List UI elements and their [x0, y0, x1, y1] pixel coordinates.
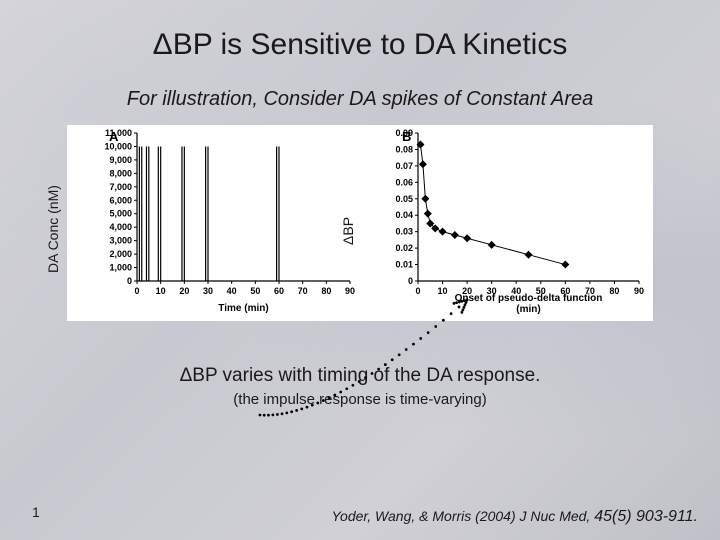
svg-text:Time (min): Time (min) — [218, 303, 268, 314]
caption-line-2: (the impulse response is time-varying) — [0, 391, 720, 408]
svg-text:0.05: 0.05 — [395, 194, 413, 204]
caption-line-1: ΔBP varies with timing of the DA respons… — [0, 365, 720, 387]
svg-text:50: 50 — [250, 286, 260, 296]
svg-text:0.06: 0.06 — [395, 177, 413, 187]
svg-text:7,000: 7,000 — [109, 182, 132, 192]
svg-text:10,000: 10,000 — [104, 141, 132, 151]
panel-b-plot: 0 0.01 0.02 0.03 0.04 0.05 0.06 0.07 0.08 0.09 0 10… — [360, 125, 653, 321]
page-title: ΔBP is Sensitive to DA Kinetics — [0, 0, 720, 62]
svg-text:5,000: 5,000 — [109, 209, 132, 219]
svg-text:9,000: 9,000 — [109, 155, 132, 165]
svg-text:70: 70 — [298, 286, 308, 296]
svg-text:0.04: 0.04 — [395, 210, 413, 220]
svg-text:4,000: 4,000 — [109, 222, 132, 232]
svg-text:40: 40 — [227, 286, 237, 296]
svg-text:0.08: 0.08 — [395, 144, 413, 154]
citation-ref: 45(5) 903-911. — [594, 508, 698, 525]
svg-text:11,000: 11,000 — [105, 128, 132, 138]
panel-a: A DA Conc (nM) 01,0002,0003,0004,0005,00… — [67, 125, 360, 321]
svg-text:0: 0 — [134, 286, 139, 296]
svg-text:(min): (min) — [516, 304, 540, 315]
slide-content: ΔBP is Sensitive to DA Kinetics For illu… — [0, 0, 720, 540]
subtitle: For illustration, Consider DA spikes of … — [0, 88, 720, 111]
svg-text:3,000: 3,000 — [109, 236, 132, 246]
svg-text:80: 80 — [609, 286, 619, 296]
panel-a-plot: 0 1,000 2,000 3,000 4,000 5,000 6,000 7,000 8,00… — [67, 125, 360, 321]
svg-text:0: 0 — [415, 286, 420, 296]
svg-text:1,000: 1,000 — [109, 263, 132, 273]
svg-text:20: 20 — [179, 286, 189, 296]
svg-text:0.01: 0.01 — [395, 260, 413, 270]
svg-text:10: 10 — [156, 286, 166, 296]
citation: Yoder, Wang, & Morris (2004) J Nuc Med, … — [331, 508, 698, 526]
svg-text:80: 80 — [321, 286, 331, 296]
svg-text:0.03: 0.03 — [395, 227, 413, 237]
chart-panel: A DA Conc (nM) 01,0002,0003,0004,0005,00… — [67, 125, 653, 321]
svg-text:2,000: 2,000 — [109, 249, 132, 259]
svg-text:6,000: 6,000 — [109, 195, 132, 205]
citation-text: Yoder, Wang, & Morris (2004) J Nuc Med, — [331, 508, 594, 524]
svg-text:0.09: 0.09 — [395, 128, 413, 138]
panel-b-ylabel: ΔBP — [340, 185, 356, 245]
svg-text:10: 10 — [438, 286, 448, 296]
svg-text:0: 0 — [408, 276, 413, 286]
svg-text:90: 90 — [634, 286, 644, 296]
panel-a-ylabel: DA Conc (nM) — [45, 163, 61, 273]
page-number: 1 — [32, 504, 40, 520]
svg-text:60: 60 — [274, 286, 284, 296]
panel-b: B ΔBP 00.010.020.030.040.050.060.070.080… — [360, 125, 653, 321]
svg-text:0: 0 — [127, 276, 132, 286]
svg-text:0.02: 0.02 — [395, 243, 413, 253]
svg-text:Onset of pseudo-delta function: Onset of pseudo-delta function — [455, 293, 603, 304]
svg-text:30: 30 — [203, 286, 213, 296]
svg-text:90: 90 — [345, 286, 355, 296]
svg-text:0.07: 0.07 — [395, 161, 413, 171]
svg-text:8,000: 8,000 — [109, 168, 132, 178]
